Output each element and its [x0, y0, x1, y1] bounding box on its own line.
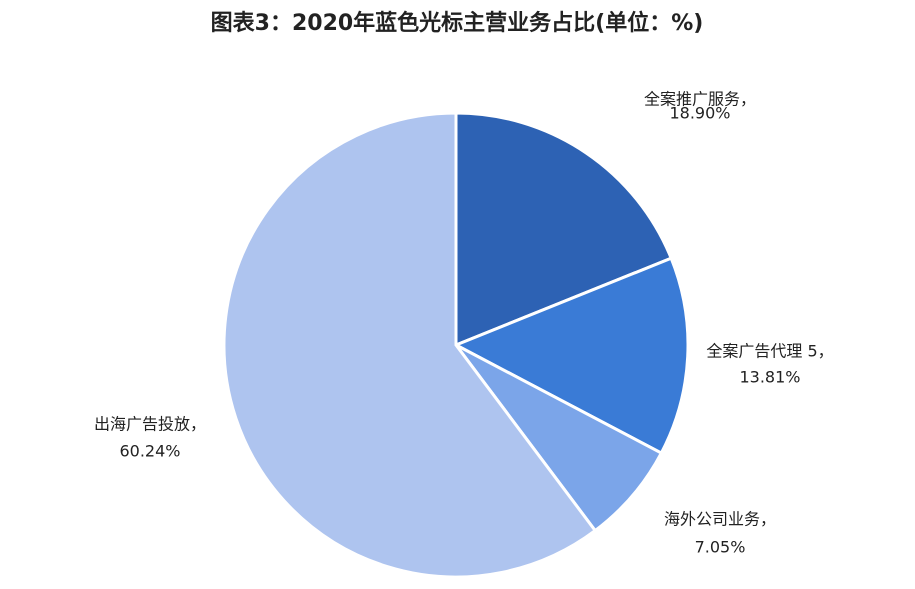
pie-slice	[454, 343, 664, 533]
pie-slice	[222, 111, 598, 579]
slice-value: 18.90%	[669, 104, 730, 123]
slice-value: 7.05%	[695, 538, 746, 557]
pie-slice	[454, 111, 674, 348]
slice-label: 全案推广服务，	[644, 90, 756, 109]
slice-value: 13.81%	[739, 368, 800, 387]
slice-value: 60.24%	[119, 442, 180, 461]
slice-label: 海外公司业务，	[664, 510, 776, 529]
chart-title: 图表3：2020年蓝色光标主营业务占比(单位：%)	[211, 10, 704, 36]
slice-label: 出海广告投放，	[94, 415, 206, 434]
pie-slice	[452, 256, 690, 456]
slice-label: 全案广告代理 5，	[706, 342, 833, 361]
